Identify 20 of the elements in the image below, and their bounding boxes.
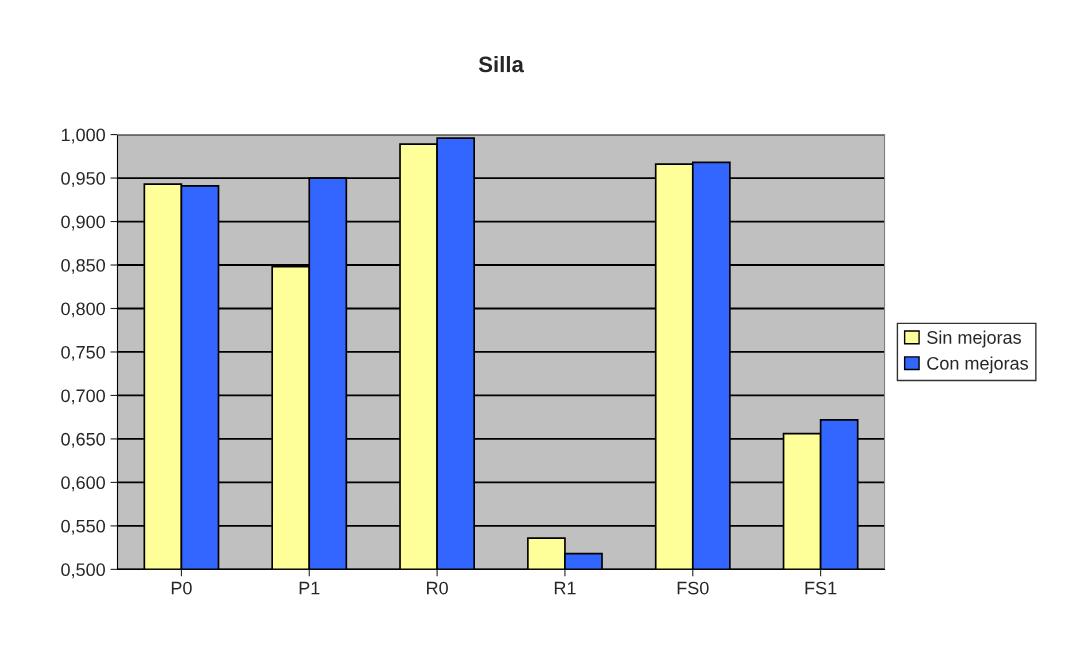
y-tick-label: 0,650 xyxy=(61,432,105,448)
x-tick-label: R0 xyxy=(427,581,448,595)
x-tick-label: P1 xyxy=(299,581,320,595)
y-tick-label: 0,600 xyxy=(61,476,105,492)
y-tick-label: 1,000 xyxy=(61,128,105,144)
x-tick-label: P0 xyxy=(171,581,192,595)
y-tick-label: 0,900 xyxy=(61,215,105,231)
x-tick-label: FS0 xyxy=(677,581,709,595)
y-tick-label: 0,700 xyxy=(61,389,105,405)
x-tick-label: R1 xyxy=(554,581,576,595)
y-tick-label: 0,550 xyxy=(61,519,105,535)
y-tick-label: 0,750 xyxy=(61,345,105,361)
y-tick-label: 0,500 xyxy=(61,563,105,579)
legend-label: Sin mejoras xyxy=(927,330,1021,348)
chart-title: Silla xyxy=(478,55,525,73)
y-tick-label: 0,950 xyxy=(61,171,105,187)
y-tick-label: 0,800 xyxy=(61,302,105,318)
y-tick-label: 0,850 xyxy=(61,258,105,274)
legend-label: Con mejoras xyxy=(927,356,1028,374)
x-tick-label: FS1 xyxy=(805,581,837,595)
